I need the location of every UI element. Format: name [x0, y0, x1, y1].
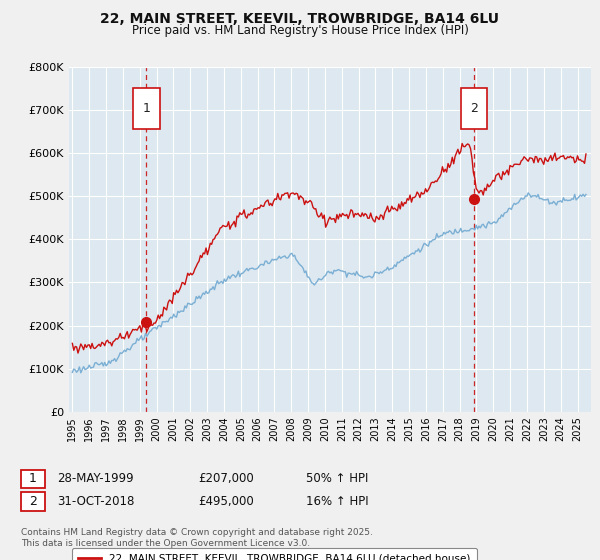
FancyBboxPatch shape — [133, 88, 160, 129]
Text: 1: 1 — [143, 102, 151, 115]
Text: 16% ↑ HPI: 16% ↑ HPI — [306, 494, 368, 508]
Text: £207,000: £207,000 — [198, 472, 254, 486]
Text: £495,000: £495,000 — [198, 494, 254, 508]
Text: 1: 1 — [29, 472, 37, 486]
Text: 31-OCT-2018: 31-OCT-2018 — [57, 494, 134, 508]
Text: 28-MAY-1999: 28-MAY-1999 — [57, 472, 134, 486]
Legend: 22, MAIN STREET, KEEVIL, TROWBRIDGE, BA14 6LU (detached house), HPI: Average pri: 22, MAIN STREET, KEEVIL, TROWBRIDGE, BA1… — [71, 548, 477, 560]
Text: 2: 2 — [29, 494, 37, 508]
Text: Price paid vs. HM Land Registry's House Price Index (HPI): Price paid vs. HM Land Registry's House … — [131, 24, 469, 37]
FancyBboxPatch shape — [461, 88, 487, 129]
Text: 2: 2 — [470, 102, 478, 115]
Text: 50% ↑ HPI: 50% ↑ HPI — [306, 472, 368, 486]
Text: Contains HM Land Registry data © Crown copyright and database right 2025.
This d: Contains HM Land Registry data © Crown c… — [21, 528, 373, 548]
Text: 22, MAIN STREET, KEEVIL, TROWBRIDGE, BA14 6LU: 22, MAIN STREET, KEEVIL, TROWBRIDGE, BA1… — [101, 12, 499, 26]
